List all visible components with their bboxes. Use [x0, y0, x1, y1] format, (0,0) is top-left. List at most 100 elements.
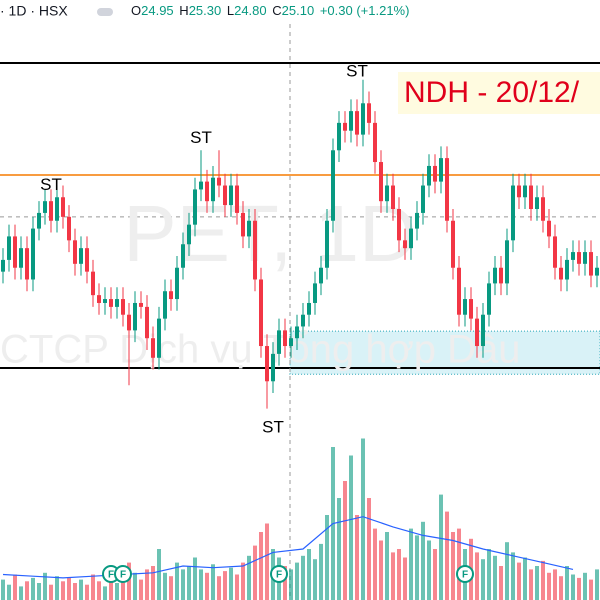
candle-body	[469, 299, 473, 319]
candle-body	[301, 314, 305, 327]
volume-bar	[37, 583, 41, 600]
candle-body	[265, 346, 269, 382]
volume-bar	[241, 562, 245, 600]
volume-bar	[547, 572, 551, 600]
h-value: 25.30	[189, 3, 222, 18]
event-label: F	[108, 570, 114, 581]
candle-body	[211, 177, 215, 202]
candle-body	[127, 314, 131, 331]
volume-bar	[427, 540, 431, 600]
candle-body	[31, 228, 35, 280]
candle-body	[37, 212, 41, 229]
candle-body	[43, 201, 47, 213]
annotation: ST	[190, 128, 212, 147]
candle-body	[73, 240, 77, 264]
h-label: H	[179, 3, 188, 18]
volume-bar	[553, 569, 557, 600]
volume-bar	[229, 567, 233, 600]
candle-body	[349, 111, 353, 131]
candle-body	[343, 122, 347, 131]
toggle[interactable]	[97, 8, 113, 16]
volume-bar	[421, 521, 425, 600]
candle-body	[589, 252, 593, 276]
candle-body	[217, 177, 221, 186]
volume-bar	[565, 566, 569, 600]
volume-bar	[529, 569, 533, 600]
volume-bar	[511, 552, 515, 600]
event-badge	[114, 565, 132, 583]
volume-bar	[97, 581, 101, 600]
volume-bar	[187, 566, 191, 600]
candle-body	[223, 185, 227, 206]
volume-bar	[205, 572, 209, 600]
volume-bar	[433, 549, 437, 600]
volume-bar	[325, 515, 329, 600]
volume-bar	[313, 559, 317, 600]
volume-bar	[493, 555, 497, 600]
candle-body	[475, 318, 479, 347]
candle-body	[367, 103, 371, 123]
volume-bar	[577, 577, 581, 600]
symbol: · 1D · HSX	[0, 3, 68, 19]
candle-body	[523, 185, 527, 198]
volume-bar	[373, 528, 377, 600]
background	[0, 61, 600, 375]
candle-body	[553, 236, 557, 268]
candle-body	[421, 185, 425, 213]
volume-bar	[43, 572, 47, 600]
candle-body	[565, 259, 569, 280]
candle-body	[139, 302, 143, 307]
volume-bar	[115, 583, 119, 600]
volume-bar	[85, 584, 89, 600]
candle-body	[385, 185, 389, 202]
candle-body	[55, 197, 59, 221]
volume-bar	[541, 560, 545, 600]
candle-body	[397, 209, 401, 241]
event-label: F	[120, 570, 126, 581]
candle-body	[547, 220, 551, 237]
volume-bar	[253, 545, 257, 600]
note: NDH - 20/12/	[404, 76, 580, 109]
volume-bar	[319, 543, 323, 600]
candle-body	[259, 279, 263, 347]
volume-bar	[25, 581, 29, 600]
candle-body	[181, 244, 185, 268]
volume-bar	[397, 549, 401, 600]
candle-body	[595, 267, 599, 276]
l-value: 24.80	[234, 3, 267, 18]
candle-body	[439, 158, 443, 182]
candle-body	[325, 220, 329, 268]
volume-bar	[403, 557, 407, 600]
volume-bar	[559, 576, 563, 600]
candle-body	[451, 220, 455, 268]
volume-bar	[505, 542, 509, 600]
volume-bar	[301, 555, 305, 600]
candle-body	[7, 236, 11, 260]
volume-bar	[217, 576, 221, 600]
volume-bar	[523, 557, 527, 600]
candle-body	[463, 299, 467, 315]
volume-bar	[121, 576, 125, 600]
candle-body	[61, 197, 65, 217]
candle-body	[271, 353, 275, 382]
candle-body	[175, 267, 179, 300]
o-label: O	[131, 3, 141, 18]
candle-body	[415, 212, 419, 229]
candle-body	[145, 306, 149, 339]
volume-bar	[223, 571, 227, 600]
candle-body	[253, 220, 257, 280]
candle-body	[25, 248, 29, 280]
candle-body	[49, 201, 53, 221]
volume-bar	[589, 579, 593, 600]
candle-body	[373, 122, 377, 163]
candle-body	[91, 271, 95, 296]
volume-bar	[379, 540, 383, 600]
volume-bar	[517, 562, 521, 600]
volume-bar	[163, 572, 167, 600]
volume-bar	[535, 566, 539, 600]
candle-body	[541, 197, 545, 221]
candle-body	[121, 299, 125, 315]
volume-bar	[1, 579, 5, 600]
